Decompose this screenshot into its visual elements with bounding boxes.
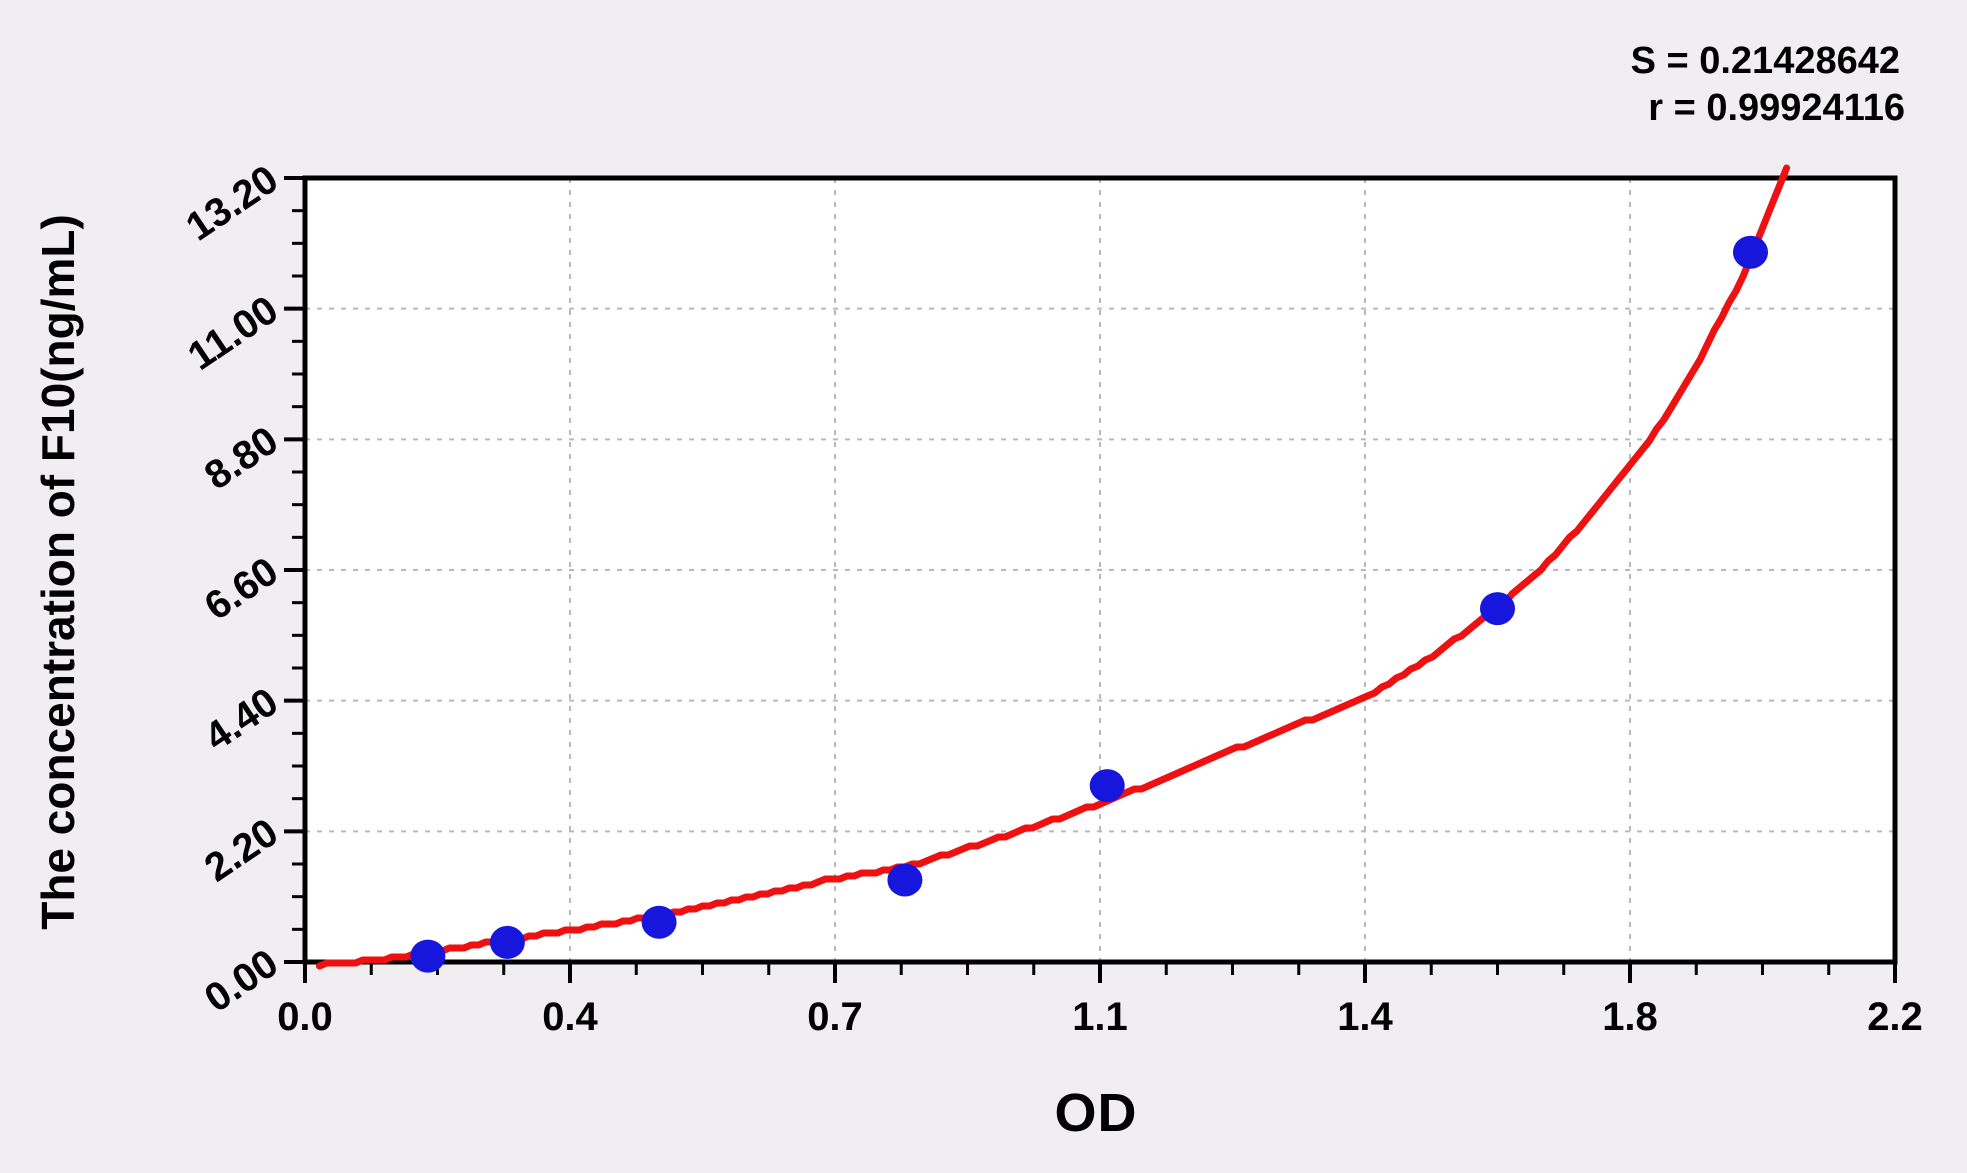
y-tick-label: 6.60 [197,549,286,629]
y-tick-label: 2.20 [197,810,286,890]
x-tick-label: 0.7 [807,995,863,1039]
data-point [1480,592,1515,626]
x-tick-label: 1.1 [1072,995,1128,1039]
y-axis-title: The concentration of F10(ng/mL) [32,214,84,930]
x-tick-label: 0.0 [277,995,333,1039]
fit-curve [316,164,1791,970]
data-point [1733,235,1768,269]
data-point [410,939,446,973]
x-tick-label: 0.4 [542,995,598,1039]
x-axis-title: OD [1054,1083,1138,1143]
x-tick-label: 1.8 [1602,995,1658,1039]
y-tick-label: 4.40 [197,680,286,760]
y-tick-label: 11.00 [180,288,286,379]
fit-statistic-s: S = 0.21428642 [1630,40,1900,82]
x-tick-label: 2.2 [1867,995,1923,1039]
x-tick-label: 1.4 [1337,995,1393,1039]
data-point [887,863,923,897]
plot-frame [302,175,1898,965]
data-point [1089,769,1125,803]
y-tick-label: 0.00 [197,941,286,1021]
y-tick-label: 8.80 [197,418,286,498]
y-tick-label: 13.20 [178,157,286,249]
data-point [641,905,677,939]
fit-statistic-r: r = 0.99924116 [1648,87,1905,129]
data-point [489,925,525,959]
